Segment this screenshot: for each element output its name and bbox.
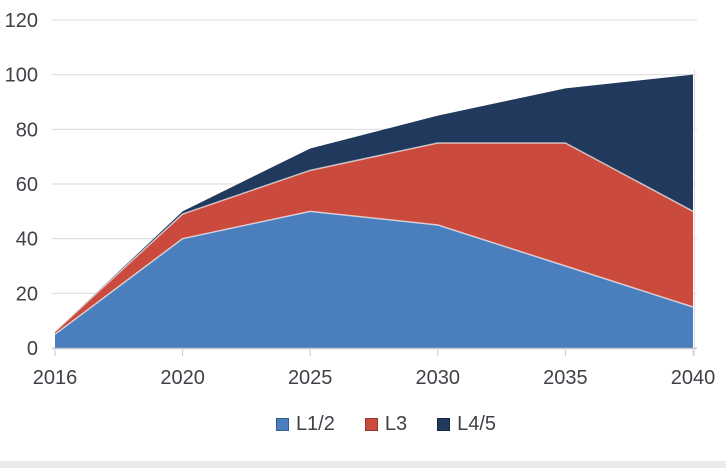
legend-label-l45: L4/5: [457, 413, 497, 435]
bottom-strip: [0, 461, 726, 468]
legend-swatch-l45-icon: [437, 417, 451, 431]
legend-item-l3: L3: [364, 413, 408, 435]
svg-text:80: 80: [16, 119, 38, 141]
svg-text:2035: 2035: [543, 367, 588, 389]
legend-label-l12: L1/2: [295, 413, 335, 435]
svg-text:2040: 2040: [671, 367, 716, 389]
legend-item-l45: L4/5: [437, 414, 496, 434]
chart-legend: L1/2 L3 L4/5: [0, 414, 726, 434]
legend-label-l3: L3: [384, 413, 408, 435]
svg-text:40: 40: [16, 229, 38, 251]
svg-text:120: 120: [5, 10, 38, 32]
legend-swatch-l3-icon: [364, 417, 378, 431]
svg-text:60: 60: [16, 174, 38, 196]
svg-text:20: 20: [16, 283, 38, 305]
svg-text:2016: 2016: [33, 367, 78, 389]
svg-text:0: 0: [27, 338, 38, 360]
legend-item-l12: L1/2: [275, 413, 335, 435]
legend-swatch-l12-icon: [275, 417, 289, 431]
stacked-area-chart: 0 20 40 60 80 100 120 2016 2020 2025 2030 2035 2040: [5, 10, 716, 389]
svg-text:2030: 2030: [416, 367, 461, 389]
svg-text:100: 100: [5, 65, 38, 87]
svg-text:2025: 2025: [288, 367, 333, 389]
svg-text:2020: 2020: [160, 367, 205, 389]
